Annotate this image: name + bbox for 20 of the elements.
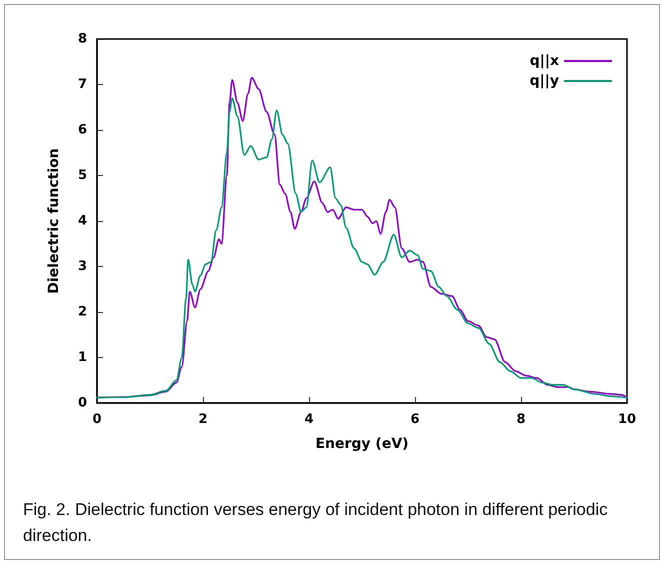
y-tick-label: 8	[78, 32, 87, 46]
y-tick-label: 3	[78, 259, 87, 274]
y-tick-label: 2	[78, 304, 87, 320]
y-tick-label: 5	[78, 168, 87, 183]
legend-label: q||x	[530, 53, 559, 69]
y-axis-title: Dielectric function	[46, 148, 62, 294]
y-tick-label: 6	[78, 122, 87, 138]
caption: Fig. 2. Dielectric function verses energy of incident photon in different periodic direction.	[23, 499, 609, 547]
legend-label: q||y	[530, 73, 559, 89]
x-tick-label: 8	[516, 412, 526, 427]
y-tick-label: 7	[78, 77, 87, 92]
x-tick-label: 6	[410, 412, 420, 427]
y-tick-label: 0	[78, 396, 87, 410]
x-axis-title: Energy (eV)	[315, 436, 409, 452]
x-tick-label: 2	[198, 412, 208, 427]
x-tick-label: 10	[618, 412, 636, 427]
y-tick-label: 1	[78, 350, 87, 365]
x-tick-label: 0	[92, 412, 102, 427]
x-tick-label: 4	[304, 412, 314, 427]
y-tick-label: 4	[78, 214, 87, 228]
